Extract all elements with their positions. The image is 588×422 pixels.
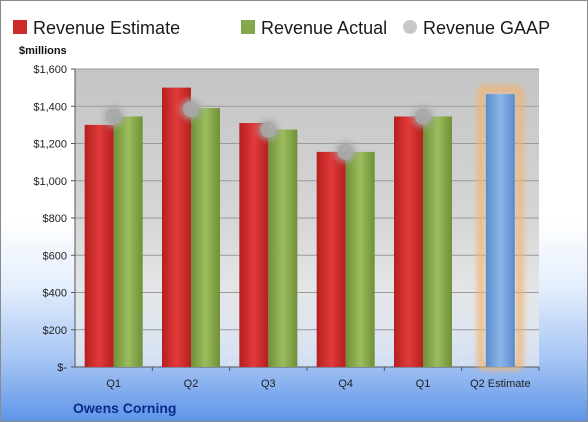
x-tick-label: Q1 <box>416 378 431 390</box>
x-tick-label: Q2 Estimate <box>470 378 531 390</box>
legend: Revenue Estimate Revenue Actual Revenue GA… <box>13 18 550 38</box>
y-tick-label: $- <box>57 362 67 374</box>
legend-swatch <box>13 20 27 34</box>
gaap-markers <box>102 98 434 163</box>
marker-revenue-gaap <box>183 101 199 118</box>
bar-revenue-actual <box>113 116 143 368</box>
bar-revenue-estimate <box>394 116 423 368</box>
x-tick-label: Q1 <box>106 378 121 390</box>
bar-revenue-actual <box>423 116 452 368</box>
legend-label: Revenue Estimate <box>33 18 180 38</box>
bar-revenue-actual <box>191 108 220 368</box>
bar-revenue-estimate <box>84 124 114 367</box>
marker-revenue-gaap <box>415 108 431 125</box>
bars <box>84 85 524 371</box>
bar-revenue-estimate <box>239 123 269 367</box>
y-tick-label: $600 <box>43 250 67 262</box>
y-tick-label: $1,600 <box>33 64 67 76</box>
bar-revenue-estimate <box>162 87 191 367</box>
x-axis: Q1 Q2 Q3 Q4 Q1 Q2 Estimate <box>106 367 540 390</box>
marker-revenue-gaap <box>105 108 122 125</box>
bar-q2-estimate <box>485 94 515 368</box>
y-axis-unit-label: $millions <box>19 45 67 57</box>
y-tick-label: $1,400 <box>33 101 67 113</box>
y-tick-label: $400 <box>43 288 67 300</box>
legend-swatch <box>241 20 255 34</box>
bar-revenue-actual <box>268 129 298 367</box>
x-tick-label: Q2 <box>184 378 199 390</box>
legend-label: Revenue GAAP <box>423 18 550 38</box>
bar-revenue-actual <box>345 151 375 367</box>
y-tick-label: $1,200 <box>33 139 67 151</box>
legend-label: Revenue Actual <box>261 18 387 38</box>
x-tick-label: Q4 <box>338 378 353 390</box>
y-tick-label: $200 <box>43 325 67 337</box>
marker-revenue-gaap <box>337 143 354 160</box>
company-name: Owens Corning <box>73 400 176 416</box>
y-tick-label: $800 <box>43 213 67 225</box>
y-tick-label: $1,000 <box>33 176 67 188</box>
legend-swatch <box>403 20 417 34</box>
marker-revenue-gaap <box>260 121 277 138</box>
bar-revenue-estimate <box>316 151 346 367</box>
x-tick-label: Q3 <box>261 378 276 390</box>
